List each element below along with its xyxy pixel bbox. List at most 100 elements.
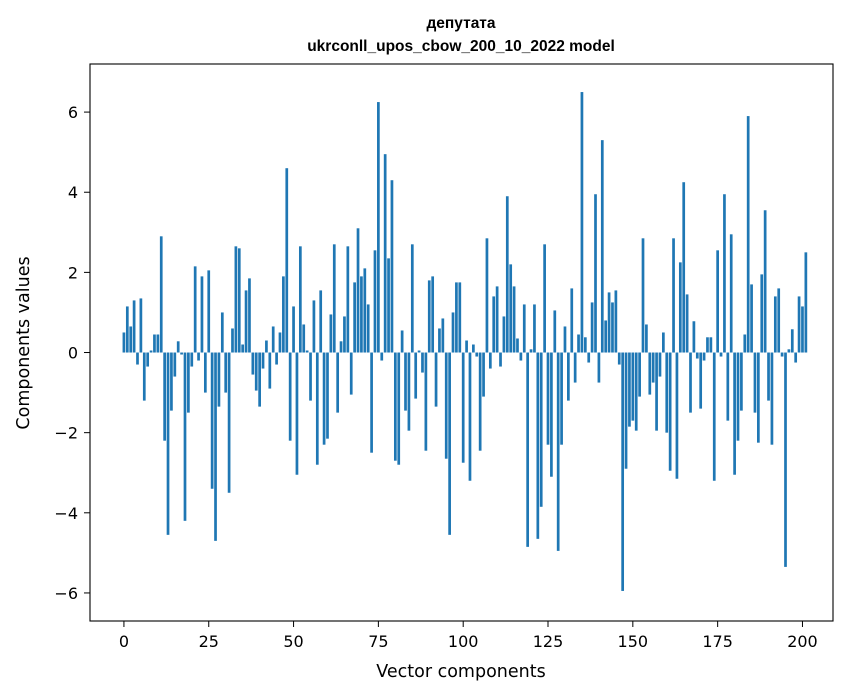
bar-187 — [757, 352, 760, 443]
bar-45 — [275, 352, 278, 365]
bar-95 — [444, 352, 448, 459]
bar-131 — [567, 352, 570, 401]
bar-141 — [600, 140, 604, 353]
bar-91 — [431, 276, 435, 353]
bar-152 — [638, 352, 641, 397]
bar-147 — [621, 352, 625, 591]
bar-109 — [492, 296, 496, 353]
bar-154 — [645, 324, 648, 353]
bar-192 — [773, 296, 777, 353]
bar-71 — [363, 268, 367, 353]
bar-32 — [231, 328, 234, 353]
bar-78 — [387, 258, 390, 353]
bar-72 — [366, 304, 370, 353]
bar-94 — [441, 318, 445, 353]
bar-30 — [224, 352, 228, 393]
bar-85 — [410, 244, 414, 353]
bar-105 — [478, 352, 482, 451]
bar-178 — [726, 352, 730, 421]
bar-104 — [475, 352, 479, 357]
bar-176 — [719, 352, 723, 357]
bar-8 — [149, 350, 153, 353]
bar-108 — [488, 352, 492, 369]
chart-title-line-1: депутата — [426, 15, 495, 32]
x-tick-label: 125 — [533, 632, 564, 651]
bar-118 — [522, 304, 526, 353]
bar-21 — [193, 266, 197, 353]
bar-120 — [529, 349, 533, 353]
bar-128 — [556, 352, 560, 551]
bar-103 — [472, 344, 475, 353]
y-tick-label: 2 — [68, 263, 78, 282]
bar-26 — [210, 352, 214, 489]
bar-34 — [237, 248, 241, 353]
bar-39 — [254, 352, 258, 391]
bar-136 — [583, 337, 587, 353]
bar-24 — [203, 352, 207, 393]
bar-93 — [438, 328, 441, 353]
bar-123 — [539, 352, 543, 507]
bar-73 — [370, 352, 373, 453]
bar-84 — [407, 352, 411, 431]
bar-16 — [176, 341, 180, 353]
bar-149 — [628, 352, 631, 427]
bar-7 — [146, 352, 150, 367]
bar-97 — [451, 312, 455, 353]
bar-114 — [509, 264, 513, 353]
bar-61 — [329, 314, 333, 353]
bar-60 — [326, 352, 329, 439]
bar-66 — [346, 246, 350, 353]
bar-79 — [390, 180, 394, 353]
bar-186 — [753, 352, 757, 413]
bar-37 — [248, 278, 251, 353]
bar-6 — [142, 352, 146, 401]
bar-125 — [546, 352, 550, 445]
bar-88 — [421, 352, 424, 373]
bar-25 — [207, 270, 211, 353]
bars — [122, 92, 808, 591]
bar-23 — [200, 276, 204, 353]
bar-99 — [458, 282, 462, 353]
bar-124 — [543, 244, 546, 353]
bar-20 — [190, 352, 194, 367]
bar-29 — [220, 312, 224, 353]
bar-74 — [373, 250, 377, 353]
bar-82 — [400, 330, 404, 353]
bar-0 — [122, 332, 126, 353]
bar-63 — [336, 352, 340, 413]
bar-86 — [414, 352, 418, 399]
bar-17 — [180, 352, 183, 355]
bar-14 — [170, 352, 173, 411]
bar-27 — [214, 352, 217, 541]
bar-127 — [553, 310, 557, 353]
bar-142 — [604, 320, 608, 353]
bar-174 — [712, 352, 716, 481]
y-tick-label: 4 — [68, 183, 78, 202]
bar-4 — [136, 352, 139, 365]
bar-110 — [495, 286, 499, 353]
bar-51 — [295, 352, 299, 475]
bar-129 — [560, 352, 563, 445]
bar-77 — [383, 154, 387, 353]
bar-146 — [617, 352, 621, 365]
bar-177 — [723, 194, 726, 353]
bar-151 — [634, 352, 638, 431]
x-tick-label: 75 — [368, 632, 388, 651]
bar-76 — [380, 352, 384, 361]
bar-181 — [736, 352, 740, 441]
y-tick-label: −2 — [54, 424, 78, 443]
bar-193 — [777, 288, 781, 353]
y-tick-label: −4 — [54, 504, 78, 523]
bar-158 — [658, 352, 662, 377]
bar-55 — [309, 352, 312, 401]
bar-167 — [689, 352, 692, 413]
bar-155 — [648, 352, 652, 395]
bar-18 — [183, 352, 187, 521]
bar-41 — [261, 352, 265, 369]
bar-5 — [139, 298, 143, 353]
bar-179 — [729, 234, 733, 353]
bar-180 — [733, 352, 736, 475]
bar-59 — [322, 352, 326, 445]
bar-162 — [672, 238, 675, 353]
bar-153 — [641, 238, 645, 353]
